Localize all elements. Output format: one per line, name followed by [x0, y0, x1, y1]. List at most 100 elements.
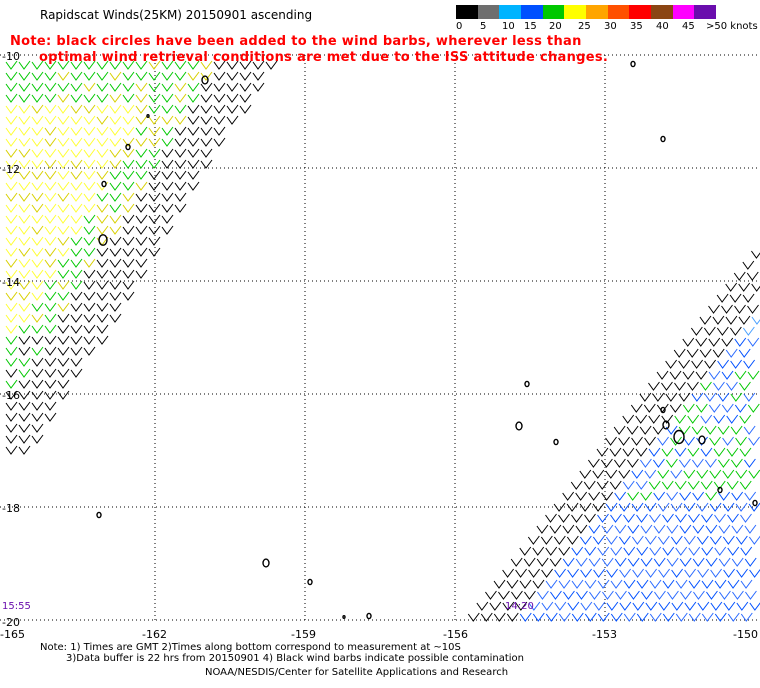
wind-barb: [31, 390, 44, 400]
wind-barb: [726, 480, 739, 490]
wind-barb: [109, 115, 122, 125]
wind-barb: [18, 390, 31, 400]
wind-barb: [239, 104, 252, 114]
wind-barb: [524, 590, 536, 600]
wind-barb: [674, 480, 687, 490]
wind-barb: [545, 513, 557, 523]
wind-barb: [31, 335, 44, 345]
wind-barb: [135, 82, 148, 92]
wind-barb: [122, 247, 135, 257]
wind-barb: [70, 148, 83, 158]
wind-barb: [666, 557, 679, 567]
wind-barb: [57, 313, 70, 323]
wind-barb: [18, 401, 31, 411]
wind-barb: [734, 304, 746, 314]
wind-barb: [44, 258, 57, 268]
wind-barb: [161, 93, 174, 103]
right-pass-wind-barbs: [467, 250, 760, 622]
wind-barb: [57, 368, 70, 378]
wind-barb: [579, 535, 592, 545]
wind-barb: [31, 434, 44, 444]
wind-barb: [70, 93, 83, 103]
wind-barb: [727, 579, 740, 589]
wind-barb: [614, 557, 627, 567]
wind-barb: [748, 436, 760, 446]
wind-barb: [109, 247, 122, 257]
wind-barb: [5, 258, 18, 268]
wind-barb: [739, 381, 751, 391]
wind-barb: [742, 293, 755, 303]
wind-barb: [558, 579, 571, 589]
wind-barb: [18, 126, 31, 136]
wind-barb: [174, 148, 187, 158]
wind-barb: [96, 115, 109, 125]
wind-barb: [200, 137, 213, 147]
wind-barb: [745, 590, 757, 600]
wind-barb: [597, 546, 610, 556]
wind-barb: [57, 181, 70, 191]
wind-barb: [532, 546, 545, 556]
wind-barb: [83, 324, 96, 334]
island-outline: [717, 486, 723, 494]
wind-barb: [200, 126, 213, 136]
wind-barb: [109, 104, 122, 114]
wind-barb: [200, 159, 213, 169]
wind-barb: [606, 568, 618, 578]
wind-barb: [148, 192, 161, 202]
wind-barb: [648, 414, 661, 424]
wind-barb: [109, 302, 122, 312]
wind-barb: [96, 159, 109, 169]
wind-barb: [57, 93, 70, 103]
wind-barb: [666, 491, 679, 501]
wind-barb: [597, 612, 610, 622]
wind-barb: [602, 590, 614, 600]
wind-barb: [644, 436, 656, 446]
wind-barb: [644, 535, 657, 545]
wind-barb: [675, 612, 688, 622]
wind-barb: [610, 579, 623, 589]
wind-barb: [563, 590, 575, 600]
wind-barb: [627, 491, 640, 501]
wind-barb: [5, 93, 18, 103]
wind-barb: [532, 612, 545, 622]
wind-barb: [96, 247, 109, 257]
wind-barb: [700, 414, 713, 424]
lat-label-14: -14: [2, 276, 20, 289]
wind-barb: [44, 148, 57, 158]
wind-barb: [636, 513, 648, 523]
wind-barb: [5, 181, 18, 191]
wind-barb: [161, 192, 174, 202]
wind-barb: [57, 192, 70, 202]
wind-barb: [135, 192, 148, 202]
wind-barb: [665, 425, 678, 435]
wind-barb: [31, 291, 44, 301]
wind-barb: [609, 480, 622, 490]
wind-barb: [239, 82, 252, 92]
wind-barb: [83, 192, 96, 202]
wind-barb: [5, 280, 18, 290]
wind-barb: [723, 568, 735, 578]
wind-barb: [669, 403, 682, 413]
wind-barb: [44, 203, 57, 213]
wind-barb: [83, 280, 96, 290]
wind-barb: [18, 313, 31, 323]
wind-barb: [658, 568, 670, 578]
wind-barb: [523, 557, 536, 567]
wind-barb: [567, 601, 580, 611]
wind-barb: [5, 401, 18, 411]
wind-barb: [18, 247, 31, 257]
wind-barb: [5, 104, 18, 114]
wind-barb: [528, 568, 540, 578]
wind-barb: [636, 579, 649, 589]
wind-barb: [648, 480, 661, 490]
wind-barb: [717, 392, 730, 402]
wind-barb: [706, 590, 718, 600]
wind-barb: [645, 568, 657, 578]
wind-barb: [57, 115, 70, 125]
wind-barb: [57, 324, 70, 334]
wind-barb: [174, 93, 187, 103]
wind-barb: [18, 324, 31, 334]
wind-barb: [553, 502, 566, 512]
wind-barb: [187, 93, 200, 103]
wind-barb: [18, 82, 31, 92]
